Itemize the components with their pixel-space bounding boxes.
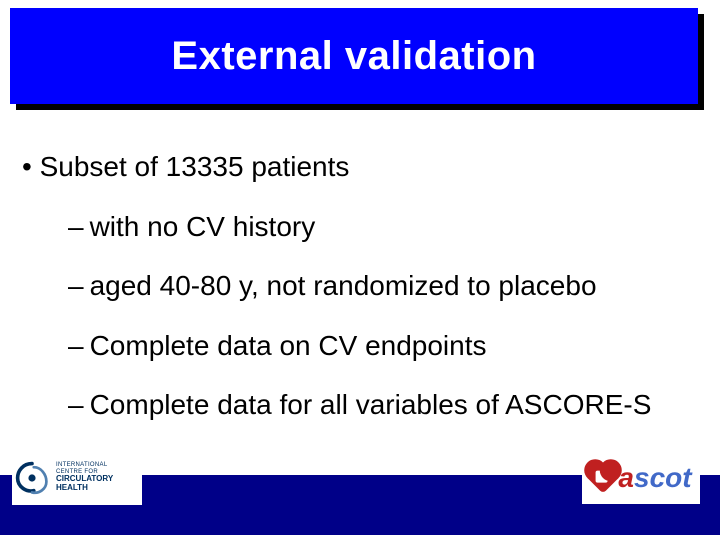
circulatory-swirl-icon: [14, 460, 50, 496]
slide-title: External validation: [171, 34, 536, 79]
bullet-sub: –Complete data for all variables of ASCO…: [68, 388, 698, 422]
bullet-main: • Subset of 13335 patients: [22, 150, 698, 184]
bullet-sub: –Complete data on CV endpoints: [68, 329, 698, 363]
bullet-sub: –aged 40-80 y, not randomized to placebo: [68, 269, 698, 303]
right-logo: ascot: [582, 452, 700, 504]
heart-icon: [588, 462, 619, 493]
left-logo: INTERNATIONAL CENTRE FOR CIRCULATORY HEA…: [12, 450, 142, 505]
logo-line: INTERNATIONAL: [56, 462, 113, 469]
bullet-sub-text: aged 40-80 y, not randomized to placebo: [90, 270, 597, 301]
bullet-main-text: Subset of 13335 patients: [40, 151, 350, 182]
bullet-sub-text: with no CV history: [90, 211, 316, 242]
bullet-sub-text: Complete data on CV endpoints: [90, 330, 487, 361]
content-area: • Subset of 13335 patients –with no CV h…: [22, 150, 698, 448]
left-logo-text: INTERNATIONAL CENTRE FOR CIRCULATORY HEA…: [56, 462, 113, 493]
logo-line: HEALTH: [56, 484, 113, 493]
bullet-sub-text: Complete data for all variables of ASCOR…: [90, 389, 652, 420]
title-banner: External validation: [10, 8, 698, 104]
ascot-logo-text: ascot: [618, 462, 691, 494]
bullet-sub: –with no CV history: [68, 210, 698, 244]
